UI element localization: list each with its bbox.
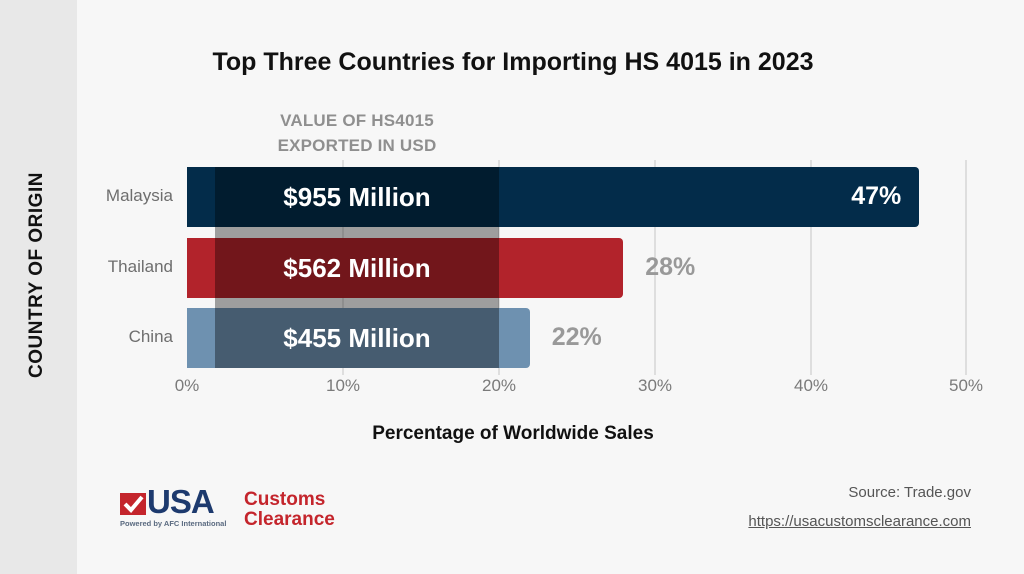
chart-title: Top Three Countries for Importing HS 401… (0, 48, 1024, 77)
y-axis-title: COUNTRY OF ORIGIN (26, 172, 47, 378)
x-tick-30: 30% (637, 376, 673, 395)
x-axis-title: Percentage of Worldwide Sales (372, 423, 654, 444)
gridline-50 (965, 160, 967, 375)
logo-clearance-text: Clearance (244, 509, 335, 530)
bar-malaysia (187, 167, 920, 227)
value-column-title-line1: VALUE OF HS4015 (280, 111, 434, 130)
x-tick-10: 10% (325, 376, 361, 395)
x-tick-50: 50% (948, 376, 984, 395)
bar-thailand (187, 238, 624, 298)
value-column-title: VALUE OF HS4015 EXPORTED IN USD (215, 108, 499, 158)
source-note: Source: Trade.gov (848, 484, 971, 501)
row-label-china: China (128, 327, 173, 346)
x-tick-0: 0% (174, 376, 200, 395)
pct-label-malaysia: 47% (851, 182, 902, 210)
usa-customs-clearance-logo: USA Powered by AFC International Customs… (120, 485, 360, 532)
plot-area (187, 160, 967, 375)
value-label-china: $455 Million (283, 323, 431, 353)
logo-powered-by: Powered by AFC International (120, 519, 227, 528)
logo-usa-text: USA (147, 483, 215, 520)
gridline-40 (810, 160, 812, 375)
pct-label-china: 22% (551, 323, 602, 351)
website-link[interactable]: https://usacustomsclearance.com (748, 513, 971, 530)
bar-china (187, 308, 530, 368)
logo-customs-text: Customs (244, 489, 326, 510)
checkmark-icon (120, 493, 146, 515)
value-column-title-line2: EXPORTED IN USD (277, 136, 437, 155)
pct-label-thailand: 28% (645, 253, 696, 281)
row-label-malaysia: Malaysia (105, 186, 173, 205)
x-tick-40: 40% (793, 376, 829, 395)
value-label-thailand: $562 Million (283, 253, 431, 283)
gridline-30 (654, 160, 656, 375)
chart-title-text: Top Three Countries for Importing HS 401… (212, 48, 814, 76)
row-label-thailand: Thailand (107, 257, 173, 276)
x-tick-20: 20% (481, 376, 517, 395)
left-side-band (0, 0, 77, 574)
value-label-malaysia: $955 Million (283, 182, 431, 212)
value-overlay-band (215, 167, 499, 368)
